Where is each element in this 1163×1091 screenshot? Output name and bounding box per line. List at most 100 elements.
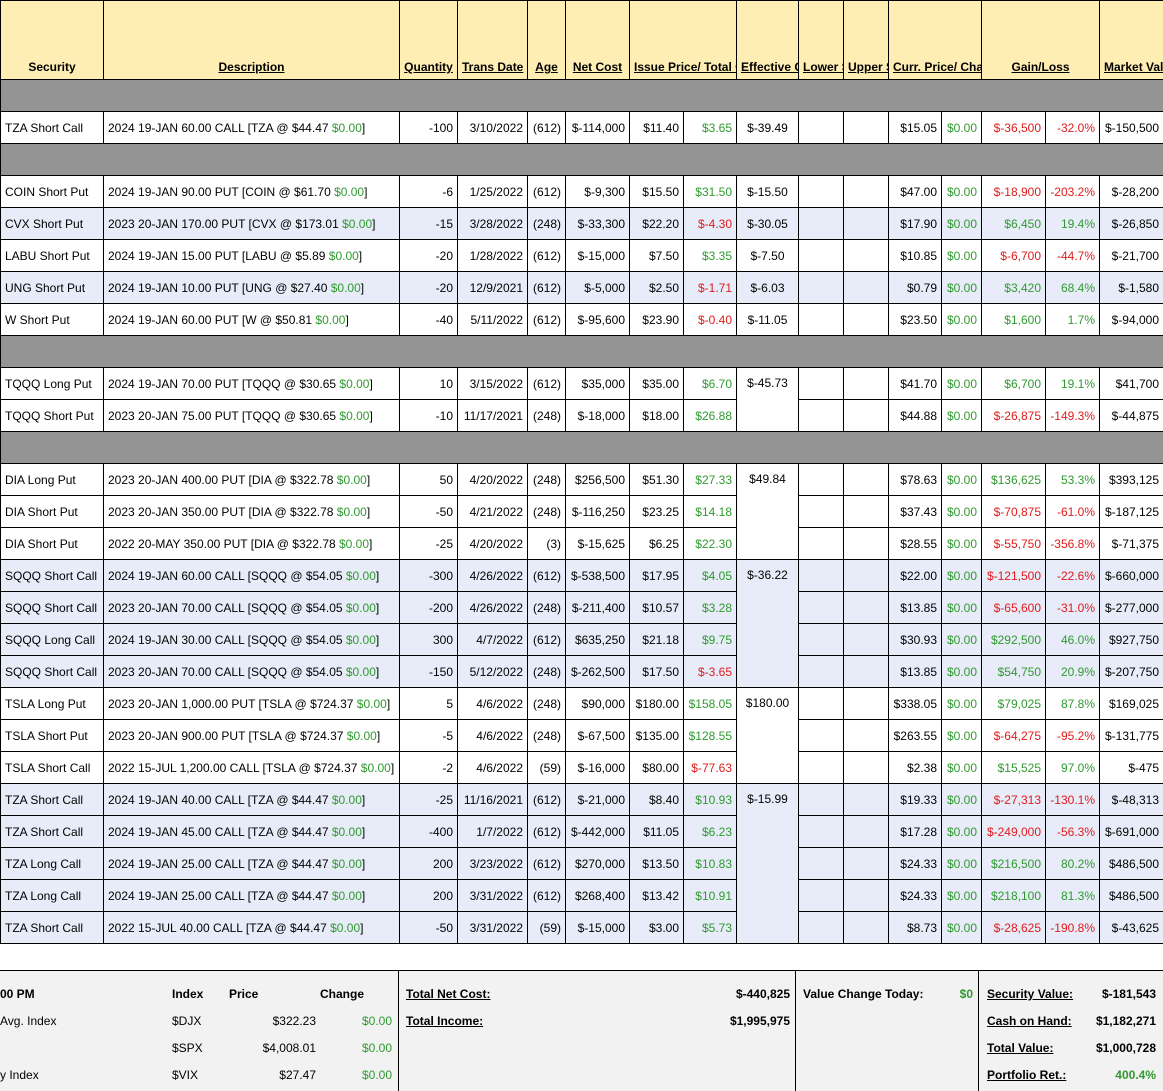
upper-stop-cell[interactable] (844, 816, 889, 848)
security-cell[interactable]: SQQQ Short Call (1, 560, 104, 592)
upper-stop-cell[interactable] (844, 112, 889, 144)
lower-stop-cell[interactable] (799, 816, 844, 848)
header-age[interactable]: Age (528, 1, 566, 80)
security-cell[interactable]: TZA Long Call (1, 880, 104, 912)
description-cell[interactable]: 2022 20-MAY 350.00 PUT [DIA @ $322.78 $0… (104, 528, 400, 560)
security-cell[interactable]: TZA Long Call (1, 848, 104, 880)
lower-stop-cell[interactable] (799, 464, 844, 496)
header-lower-stop[interactable]: Lower Stop Limit (799, 1, 844, 80)
security-cell[interactable]: TZA Short Call (1, 816, 104, 848)
security-cell[interactable]: DIA Long Put (1, 464, 104, 496)
description-cell[interactable]: 2024 19-JAN 70.00 PUT [TQQQ @ $30.65 $0.… (104, 368, 400, 400)
security-cell[interactable]: COIN Short Put (1, 176, 104, 208)
security-cell[interactable]: TZA Short Call (1, 912, 104, 944)
header-net-cost[interactable]: Net Cost (566, 1, 630, 80)
upper-stop-cell[interactable] (844, 496, 889, 528)
lower-stop-cell[interactable] (799, 208, 844, 240)
header-quantity[interactable]: Quantity (400, 1, 458, 80)
lower-stop-cell[interactable] (799, 752, 844, 784)
description-cell[interactable]: 2024 19-JAN 25.00 CALL [TZA @ $44.47 $0.… (104, 848, 400, 880)
lower-stop-cell[interactable] (799, 240, 844, 272)
description-cell[interactable]: 2023 20-JAN 900.00 PUT [TSLA @ $724.37 $… (104, 720, 400, 752)
lower-stop-cell[interactable] (799, 688, 844, 720)
description-cell[interactable]: 2024 19-JAN 25.00 CALL [TZA @ $44.47 $0.… (104, 880, 400, 912)
upper-stop-cell[interactable] (844, 848, 889, 880)
upper-stop-cell[interactable] (844, 784, 889, 816)
description-cell[interactable]: 2024 19-JAN 90.00 PUT [COIN @ $61.70 $0.… (104, 176, 400, 208)
upper-stop-cell[interactable] (844, 400, 889, 432)
security-cell[interactable]: CVX Short Put (1, 208, 104, 240)
security-cell[interactable]: SQQQ Short Call (1, 592, 104, 624)
upper-stop-cell[interactable] (844, 464, 889, 496)
upper-stop-cell[interactable] (844, 528, 889, 560)
upper-stop-cell[interactable] (844, 560, 889, 592)
security-cell[interactable]: DIA Short Put (1, 496, 104, 528)
header-effective-cost[interactable]: Effective Cost /Shr (737, 1, 799, 80)
lower-stop-cell[interactable] (799, 656, 844, 688)
header-description[interactable]: Description (104, 1, 400, 80)
security-cell[interactable]: UNG Short Put (1, 272, 104, 304)
upper-stop-cell[interactable] (844, 208, 889, 240)
security-cell[interactable]: SQQQ Long Call (1, 624, 104, 656)
upper-stop-cell[interactable] (844, 240, 889, 272)
upper-stop-cell[interactable] (844, 368, 889, 400)
description-cell[interactable]: 2024 19-JAN 60.00 CALL [TZA @ $44.47 $0.… (104, 112, 400, 144)
lower-stop-cell[interactable] (799, 304, 844, 336)
upper-stop-cell[interactable] (844, 656, 889, 688)
upper-stop-cell[interactable] (844, 720, 889, 752)
lower-stop-cell[interactable] (799, 592, 844, 624)
description-cell[interactable]: 2024 19-JAN 15.00 PUT [LABU @ $5.89 $0.0… (104, 240, 400, 272)
security-cell[interactable]: W Short Put (1, 304, 104, 336)
description-cell[interactable]: 2024 19-JAN 60.00 CALL [SQQQ @ $54.05 $0… (104, 560, 400, 592)
header-market-value[interactable]: Market Value (1100, 1, 1163, 80)
lower-stop-cell[interactable] (799, 176, 844, 208)
security-cell[interactable]: TQQQ Short Put (1, 400, 104, 432)
lower-stop-cell[interactable] (799, 720, 844, 752)
lower-stop-cell[interactable] (799, 368, 844, 400)
lower-stop-cell[interactable] (799, 400, 844, 432)
lower-stop-cell[interactable] (799, 272, 844, 304)
upper-stop-cell[interactable] (844, 592, 889, 624)
upper-stop-cell[interactable] (844, 624, 889, 656)
description-cell[interactable]: 2023 20-JAN 75.00 PUT [TQQQ @ $30.65 $0.… (104, 400, 400, 432)
security-cell[interactable]: TQQQ Long Put (1, 368, 104, 400)
upper-stop-cell[interactable] (844, 880, 889, 912)
description-cell[interactable]: 2023 20-JAN 70.00 CALL [SQQQ @ $54.05 $0… (104, 656, 400, 688)
description-cell[interactable]: 2023 20-JAN 400.00 PUT [DIA @ $322.78 $0… (104, 464, 400, 496)
security-cell[interactable]: TSLA Short Call (1, 752, 104, 784)
security-cell[interactable]: DIA Short Put (1, 528, 104, 560)
upper-stop-cell[interactable] (844, 176, 889, 208)
description-cell[interactable]: 2023 20-JAN 350.00 PUT [DIA @ $322.78 $0… (104, 496, 400, 528)
header-issue-price[interactable]: Issue Price/ Total Change (630, 1, 737, 80)
description-cell[interactable]: 2023 20-JAN 170.00 PUT [CVX @ $173.01 $0… (104, 208, 400, 240)
description-cell[interactable]: 2022 15-JUL 40.00 CALL [TZA @ $44.47 $0.… (104, 912, 400, 944)
description-cell[interactable]: 2024 19-JAN 40.00 CALL [TZA @ $44.47 $0.… (104, 784, 400, 816)
security-cell[interactable]: TSLA Long Put (1, 688, 104, 720)
description-cell[interactable]: 2024 19-JAN 10.00 PUT [UNG @ $27.40 $0.0… (104, 272, 400, 304)
upper-stop-cell[interactable] (844, 304, 889, 336)
security-cell[interactable]: LABU Short Put (1, 240, 104, 272)
description-cell[interactable]: 2022 15-JUL 1,200.00 CALL [TSLA @ $724.3… (104, 752, 400, 784)
security-cell[interactable]: TSLA Short Put (1, 720, 104, 752)
header-curr-price[interactable]: Curr. Price/ Change Today (889, 1, 982, 80)
description-cell[interactable]: 2024 19-JAN 30.00 CALL [SQQQ @ $54.05 $0… (104, 624, 400, 656)
security-cell[interactable]: SQQQ Short Call (1, 656, 104, 688)
